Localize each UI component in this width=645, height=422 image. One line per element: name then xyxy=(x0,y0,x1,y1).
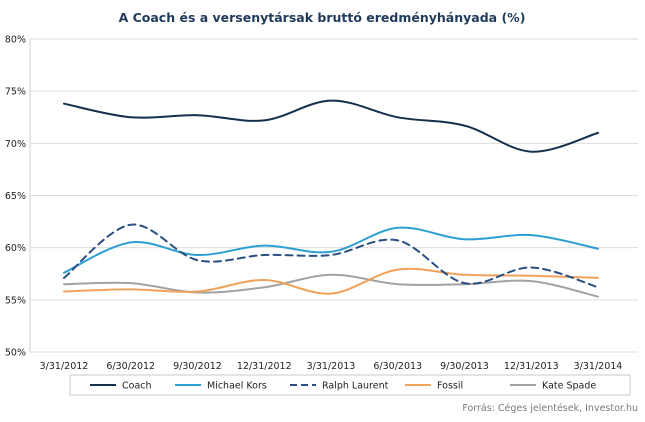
series-line-ralph-laurent xyxy=(63,223,599,289)
legend-label-kate-spade: Kate Spade xyxy=(542,381,596,392)
y-axis: 50% 55% 60% 65% 70% 75% 80% xyxy=(5,35,26,359)
series-line-coach xyxy=(63,99,599,153)
series-line-kate-spade xyxy=(63,273,599,298)
y-tick-label: 55% xyxy=(5,295,26,306)
x-tick-label: 3/31/2014 xyxy=(574,361,623,372)
chart-title: A Coach és a versenytársak bruttó eredmé… xyxy=(119,10,526,25)
series-line-michael-kors xyxy=(63,226,599,274)
legend-label-ralph-laurent: Ralph Laurent xyxy=(322,381,389,392)
y-tick-label: 65% xyxy=(5,191,26,202)
series-lines xyxy=(63,99,599,298)
x-tick-label: 12/31/2013 xyxy=(504,361,559,372)
legend-label-fossil: Fossil xyxy=(437,381,463,392)
legend: Coach Michael Kors Ralph Laurent Fossil Kate… xyxy=(69,374,631,396)
x-tick-label: 6/30/2013 xyxy=(373,361,422,372)
y-tick-label: 70% xyxy=(5,139,26,150)
legend-items: Coach Michael Kors Ralph Laurent Fossil Kate… xyxy=(90,381,596,392)
x-tick-label: 12/31/2012 xyxy=(237,361,292,372)
x-tick-label: 3/31/2012 xyxy=(40,361,89,372)
y-tick-label: 75% xyxy=(5,87,26,98)
legend-label-michael-kors: Michael Kors xyxy=(207,381,267,392)
legend-label-coach: Coach xyxy=(122,381,152,392)
x-axis: 3/31/2012 6/30/2012 9/30/2012 12/31/2012 3/3… xyxy=(40,361,623,372)
gridlines xyxy=(29,38,638,353)
x-tick-label: 9/30/2012 xyxy=(173,361,222,372)
legend-box xyxy=(69,374,631,396)
y-tick-label: 60% xyxy=(5,243,26,254)
x-tick-label: 3/31/2013 xyxy=(307,361,356,372)
x-tick-label: 6/30/2012 xyxy=(106,361,155,372)
series-line-fossil xyxy=(63,267,599,295)
x-tick-label: 9/30/2013 xyxy=(440,361,489,372)
y-tick-label: 80% xyxy=(5,35,26,46)
y-tick-label: 50% xyxy=(5,348,26,359)
source-note: Forrás: Céges jelentések, Investor.hu xyxy=(462,403,638,414)
